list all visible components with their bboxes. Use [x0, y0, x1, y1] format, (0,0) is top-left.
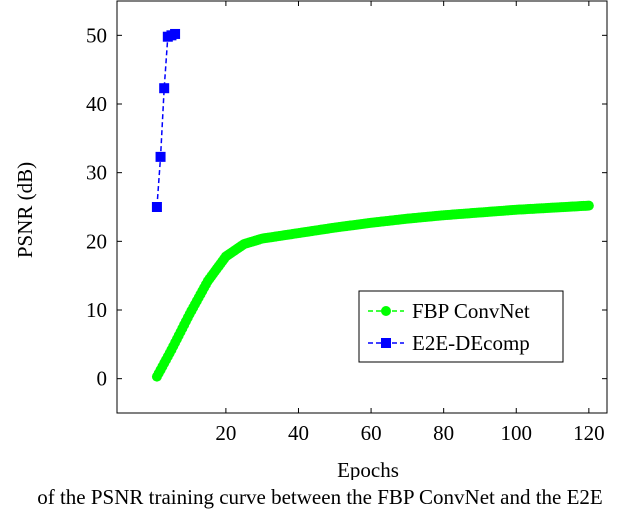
series-line-e2e [156, 33, 176, 208]
legend: FBP ConvNet E2E-DEcomp [358, 290, 564, 363]
y-tick-label: 10 [86, 298, 107, 322]
data-point-e2e [151, 202, 162, 212]
x-tick-label: 40 [288, 421, 309, 445]
series-0 [151, 200, 594, 382]
data-point-e2e [170, 28, 181, 39]
data-point-e2e [159, 83, 170, 94]
chart: 20 40 60 80 100 120 0 10 20 30 40 50 Epochs PSNR (d… [13, 0, 608, 480]
y-axis-title: PSNR (dB) [13, 162, 37, 258]
y-tick-label: 20 [86, 229, 107, 253]
legend-label-fbp: FBP ConvNet [412, 299, 530, 323]
legend-box [358, 290, 564, 363]
x-tick-label: 100 [501, 421, 533, 445]
data-point-fbp [583, 200, 594, 211]
series-1 [151, 28, 181, 212]
legend-marker-e2e [381, 338, 391, 348]
y-tick-label: 40 [86, 92, 107, 116]
legend-marker-fbp [381, 306, 391, 316]
legend-label-e2e: E2E-DEcomp [412, 331, 530, 355]
x-tick-label: 80 [433, 421, 454, 445]
figure-caption: of the PSNR training curve between the F… [37, 485, 603, 509]
y-tick-label: 50 [86, 23, 107, 47]
y-tick-label: 0 [97, 367, 108, 391]
y-tick-label: 30 [86, 161, 107, 185]
x-tick-label: 120 [573, 421, 605, 445]
x-tick-label: 60 [361, 421, 382, 445]
data-point-e2e [155, 151, 166, 162]
x-tick-label: 20 [215, 421, 236, 445]
x-axis-title: Epochs [337, 458, 399, 480]
plot-frame [116, 0, 608, 414]
